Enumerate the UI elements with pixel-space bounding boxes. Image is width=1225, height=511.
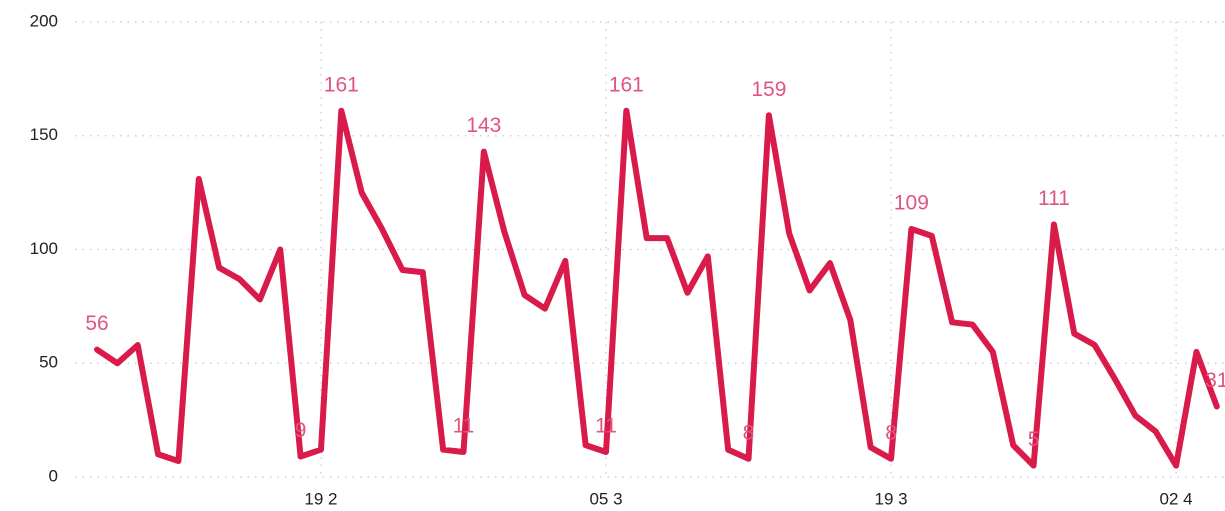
x-tick-label: 05 3 (589, 489, 622, 508)
value-label: 8 (885, 421, 897, 444)
value-label: 159 (751, 78, 786, 101)
value-label: 111 (1038, 187, 1070, 210)
value-label: 109 (894, 192, 929, 215)
y-tick-label: 100 (30, 239, 58, 258)
value-label: 11 (595, 415, 617, 438)
y-tick-label: 150 (30, 125, 58, 144)
y-tick-label: 50 (39, 353, 58, 372)
value-label: 9 (295, 419, 307, 442)
value-label: 161 (324, 73, 359, 96)
value-label: 56 (85, 312, 108, 335)
y-tick-label: 0 (49, 466, 58, 485)
value-label: 143 (466, 114, 501, 137)
value-label: 161 (609, 73, 644, 96)
value-label: 8 (743, 421, 755, 444)
line (94, 107, 1220, 469)
value-label: 11 (453, 415, 475, 438)
y-tick-label: 200 (30, 11, 58, 30)
x-tick-label: 19 3 (874, 489, 907, 508)
x-tick-label: 02 4 (1160, 489, 1193, 508)
x-tick-label: 19 2 (304, 489, 337, 508)
value-label: 5 (1028, 428, 1040, 451)
value-label: 31 (1205, 369, 1225, 392)
